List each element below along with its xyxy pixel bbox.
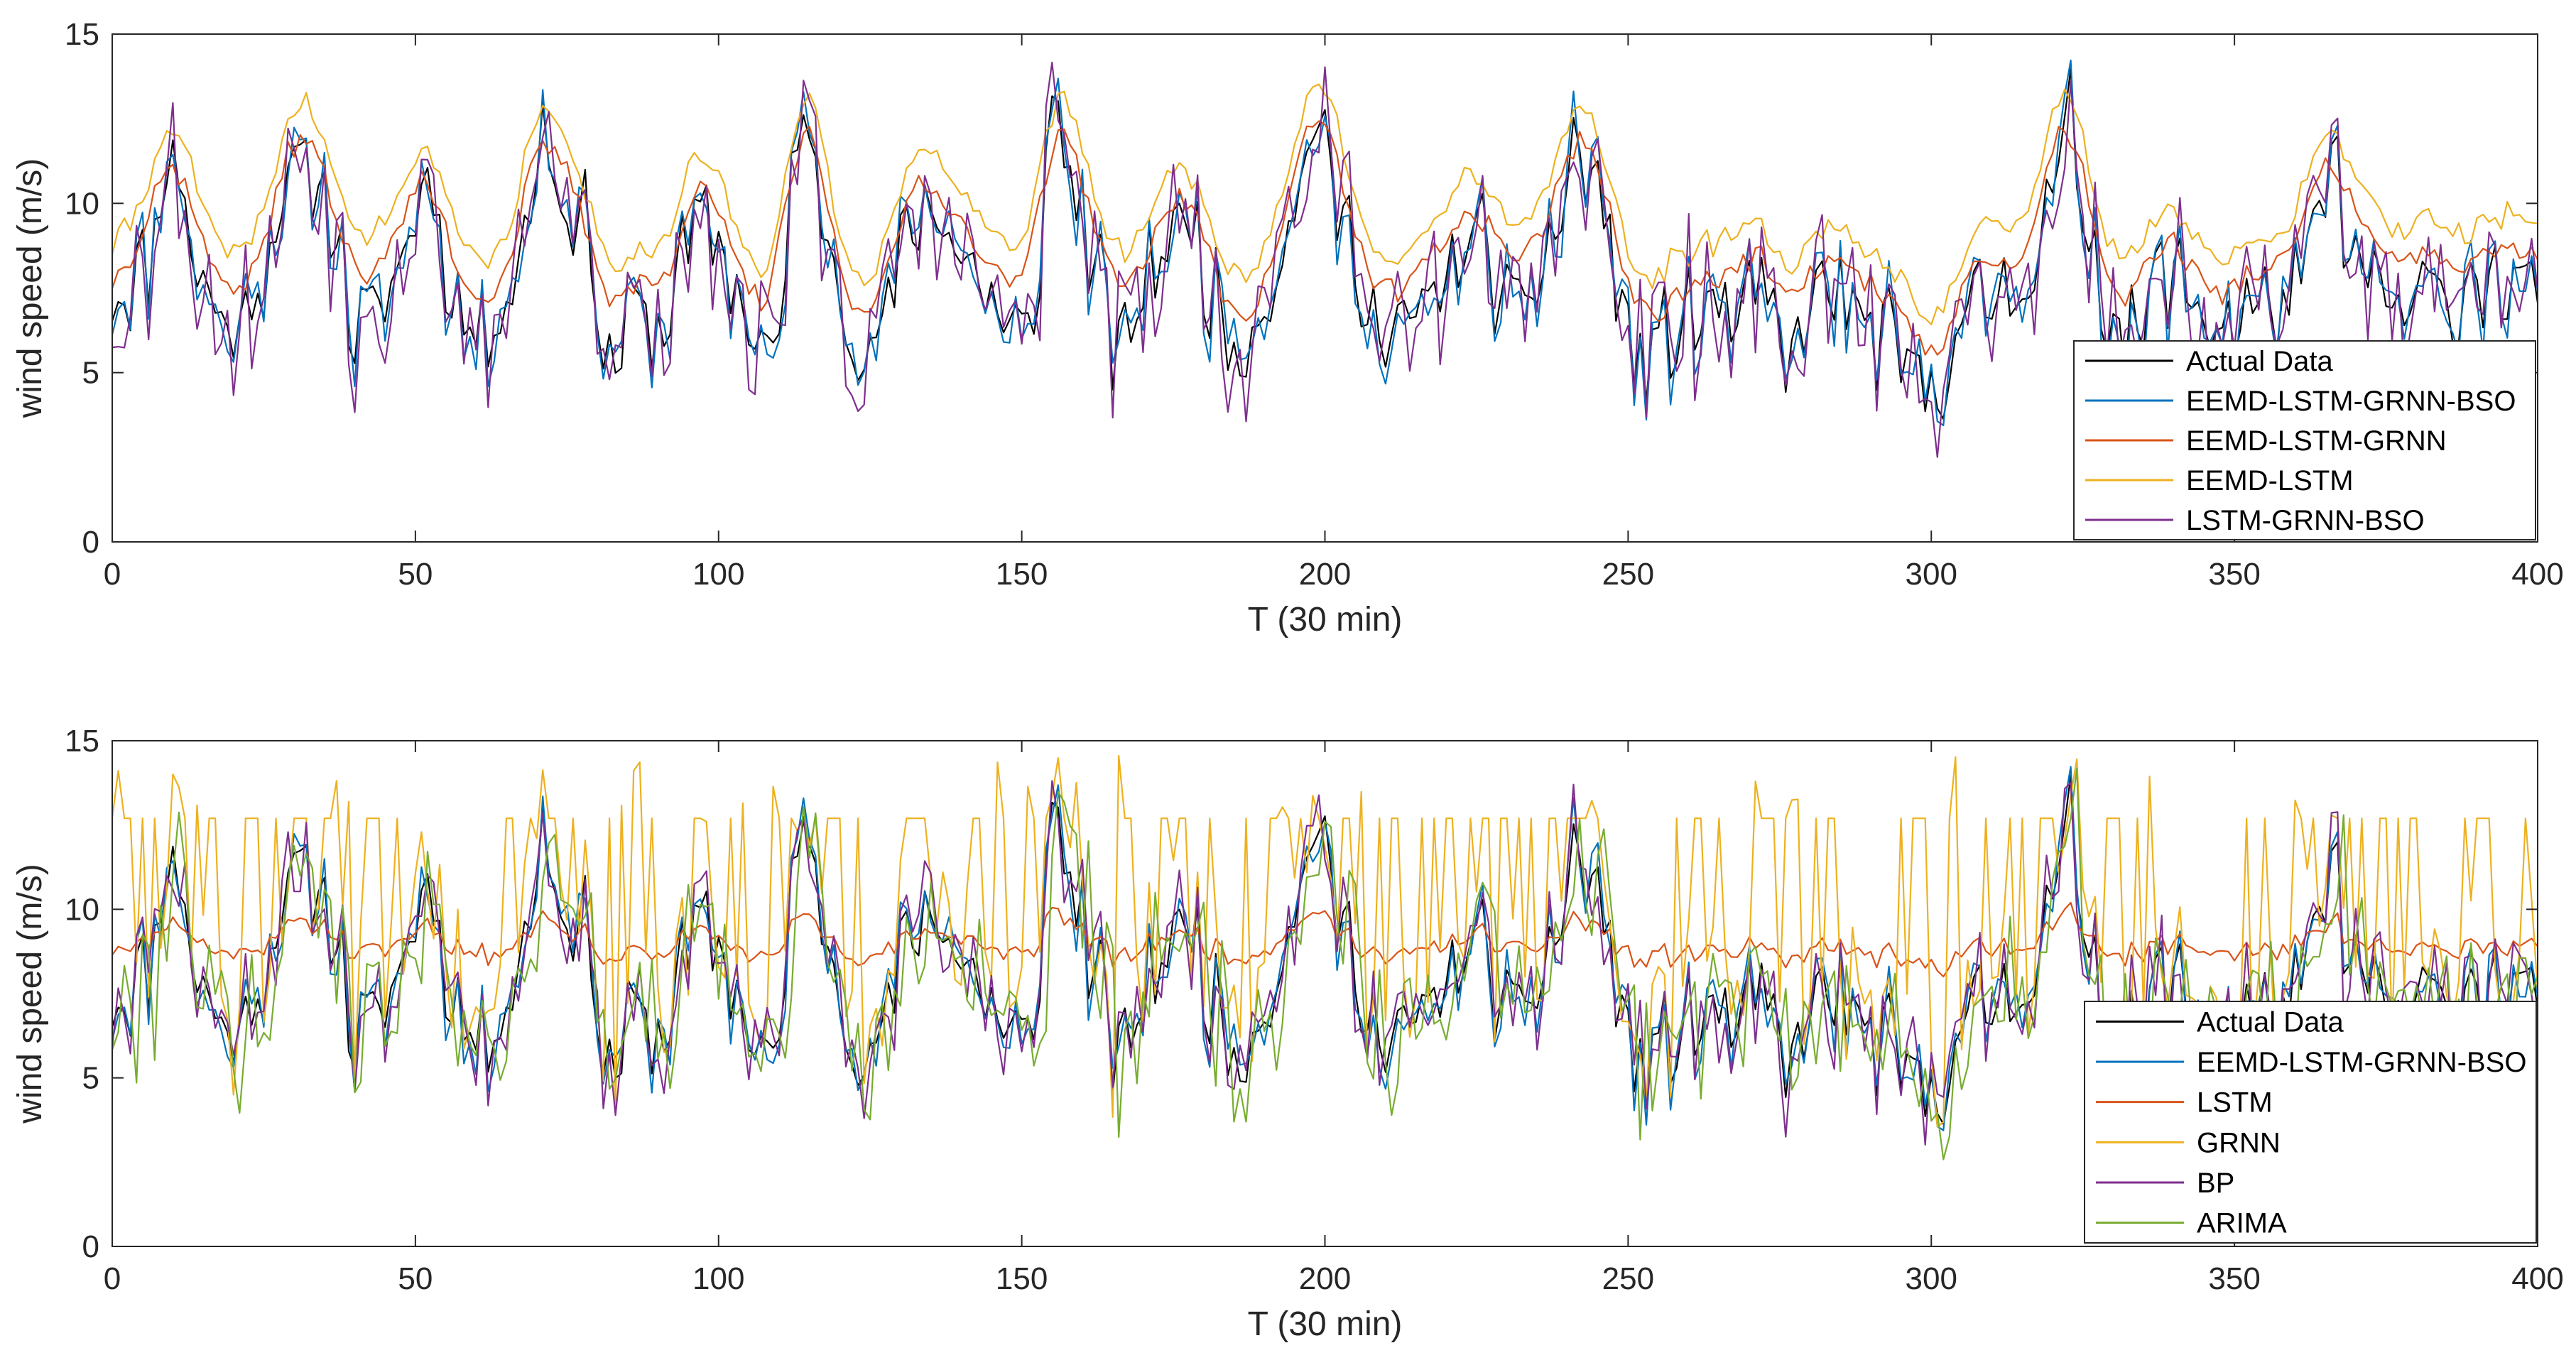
x-tick-label: 400 (2511, 1261, 2563, 1296)
series-line-lstm-grnn-bso (112, 61, 2538, 458)
legend-entry: BP (2197, 1168, 2234, 1199)
y-tick-label: 10 (65, 186, 99, 221)
x-tick-label: 50 (398, 1261, 433, 1296)
x-tick-label: 100 (692, 557, 744, 592)
legend-entry: EEMD-LSTM-GRNN-BSO (2197, 1047, 2526, 1078)
legend: Actual Data EEMD-LSTM-GRNN-BSO LSTM GRNN BP A… (2084, 1001, 2537, 1244)
y-tick-label: 5 (82, 356, 99, 391)
legend-entry: EEMD-LSTM (2186, 465, 2354, 496)
x-tick-label: 200 (1299, 1261, 1351, 1296)
y-tick-label: 10 (65, 892, 99, 927)
x-tick-label: 200 (1299, 557, 1351, 592)
x-axis-label: T (30 min) (1248, 601, 1403, 638)
x-tick-label: 50 (398, 557, 433, 592)
legend-entry: EEMD-LSTM-GRNN-BSO (2186, 386, 2516, 417)
y-tick-label: 0 (82, 525, 99, 560)
x-tick-label: 100 (692, 1261, 744, 1296)
legend-entry: GRNN (2197, 1127, 2281, 1158)
x-axis-label: T (30 min) (1248, 1305, 1403, 1343)
x-tick-label: 0 (104, 557, 121, 592)
y-tick-label: 15 (65, 724, 99, 759)
legend: Actual Data EEMD-LSTM-GRNN-BSO EEMD-LSTM-G… (2073, 340, 2536, 540)
legend-box (2084, 1001, 2537, 1244)
legend-entry: EEMD-LSTM-GRNN (2186, 425, 2447, 457)
series-line-bp (112, 780, 2538, 1146)
series-line-eemd-lstm (112, 83, 2538, 326)
x-tick-label: 150 (996, 557, 1048, 592)
x-tick-label: 300 (1906, 557, 1957, 592)
chart-2: 0 50 100 150 200 250 300 350 400 0 5 10 15 T (30 min)… (11, 724, 2564, 1343)
y-tick-label: 0 (82, 1229, 99, 1264)
x-tick-label: 250 (1602, 1261, 1654, 1296)
x-tick-label: 250 (1602, 557, 1654, 592)
x-tick-label: 300 (1906, 1261, 1957, 1296)
series-line-grnn (112, 755, 2538, 1128)
y-axis-label: wind speed (m/s) (11, 158, 49, 418)
x-tick-label: 400 (2511, 557, 2563, 592)
legend-entry: Actual Data (2186, 346, 2334, 377)
x-tick-label: 150 (996, 1261, 1048, 1296)
x-tick-label: 350 (2208, 557, 2260, 592)
legend-entry: ARIMA (2197, 1208, 2287, 1239)
series-line-actual-data (112, 67, 2538, 420)
legend-entry: Actual Data (2197, 1006, 2344, 1038)
legend-entry: LSTM-GRNN-BSO (2186, 505, 2425, 536)
series-group (112, 59, 2538, 458)
y-tick-label: 5 (82, 1061, 99, 1096)
chart-1: 0 50 100 150 200 250 300 350 400 0 5 10 15 T (30 min)… (11, 17, 2564, 638)
y-tick-label: 15 (65, 17, 99, 52)
series-line-eemd-lstm-grnn-bso (112, 59, 2538, 427)
x-tick-label: 0 (104, 1261, 121, 1296)
y-axis-label: wind speed (m/s) (11, 864, 49, 1124)
legend-box (2073, 340, 2536, 540)
legend-entry: LSTM (2197, 1087, 2273, 1119)
x-tick-label: 350 (2208, 1261, 2260, 1296)
